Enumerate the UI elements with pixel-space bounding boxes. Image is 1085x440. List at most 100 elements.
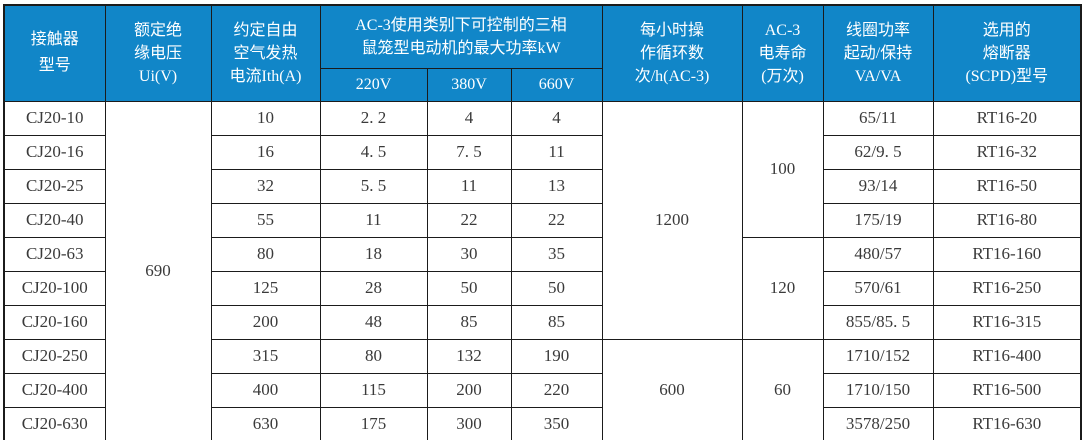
table-row: CJ20-250 315 80 132 190 600 60 1710/152 …	[3, 338, 1082, 440]
table-row: CJ20-40 55 11 22 22 175/19 RT16-80	[3, 202, 1082, 238]
model-cell: CJ20-400	[3, 372, 106, 408]
coil-cell: 1710/150	[822, 372, 934, 408]
header-thermal-current: 约定自由 空气发热 电流Ith(A)	[210, 4, 321, 102]
contactor-spec-table: 接触器 型号 额定绝 缘电压 Ui(V) 约定自由 空气发热 电流Ith(A) …	[3, 4, 1083, 440]
ith-cell: 630	[210, 406, 321, 440]
kw220-cell: 48	[319, 304, 428, 340]
model-cell: CJ20-250	[3, 338, 106, 374]
fuse-cell: RT16-315	[932, 304, 1082, 340]
fuse-cell: RT16-160	[932, 236, 1082, 272]
coil-cell: 175/19	[822, 202, 934, 238]
model-cell: CJ20-40	[3, 202, 106, 238]
header-operating-cycles: 每小时操 作循环数 次/h(AC-3)	[601, 4, 743, 102]
kw660-cell: 11	[510, 134, 603, 170]
header-electrical-life: AC-3 电寿命 (万次)	[741, 4, 824, 102]
kw380-cell: 22	[426, 202, 512, 238]
kw660-cell: 85	[510, 304, 603, 340]
kw220-cell: 5. 5	[319, 168, 428, 204]
model-cell: CJ20-63	[3, 236, 106, 272]
kw380-cell: 4	[426, 100, 512, 136]
coil-cell: 570/61	[822, 270, 934, 306]
header-rated-insulation-voltage: 额定绝 缘电压 Ui(V)	[104, 4, 212, 102]
ith-cell: 32	[210, 168, 321, 204]
kw380-cell: 132	[426, 338, 512, 374]
kw660-cell: 35	[510, 236, 603, 272]
header-fuse-type: 选用的 熔断器 (SCPD)型号	[932, 4, 1082, 102]
model-cell: CJ20-160	[3, 304, 106, 340]
life-merged-cell: 100	[741, 100, 824, 238]
ith-cell: 315	[210, 338, 321, 374]
kw660-cell: 50	[510, 270, 603, 306]
coil-cell: 1710/152	[822, 338, 934, 374]
fuse-cell: RT16-250	[932, 270, 1082, 306]
ui-merged-cell: 690	[104, 100, 212, 440]
kw220-cell: 4. 5	[319, 134, 428, 170]
model-cell: CJ20-25	[3, 168, 106, 204]
model-cell: CJ20-16	[3, 134, 106, 170]
table-row: CJ20-100 125 28 50 50 570/61 RT16-250	[3, 270, 1082, 306]
kw660-cell: 190	[510, 338, 603, 374]
fuse-cell: RT16-400	[932, 338, 1082, 374]
header-220v: 220V	[319, 67, 428, 102]
header-380v: 380V	[426, 67, 512, 102]
kw660-cell: 22	[510, 202, 603, 238]
table-row: CJ20-10 690 10 2. 2 4 4 1200 100 65/11 R…	[3, 100, 1082, 440]
table-row: CJ20-16 16 4. 5 7. 5 11 62/9. 5 RT16-32	[3, 134, 1082, 170]
ith-cell: 16	[210, 134, 321, 170]
table-row: CJ20-400 400 115 200 220 1710/150 RT16-5…	[3, 372, 1082, 408]
header-ac3-max-power-group: AC-3使用类别下可控制的三相 鼠笼型电动机的最大功率kW	[319, 4, 603, 69]
kw220-cell: 18	[319, 236, 428, 272]
kw220-cell: 80	[319, 338, 428, 374]
kw380-cell: 50	[426, 270, 512, 306]
kw220-cell: 115	[319, 372, 428, 408]
kw220-cell: 2. 2	[319, 100, 428, 136]
coil-cell: 62/9. 5	[822, 134, 934, 170]
ith-cell: 400	[210, 372, 321, 408]
table-row: CJ20-160 200 48 85 85 855/85. 5 RT16-315	[3, 304, 1082, 340]
kw660-cell: 350	[510, 406, 603, 440]
kw380-cell: 85	[426, 304, 512, 340]
kw380-cell: 30	[426, 236, 512, 272]
coil-cell: 3578/250	[822, 406, 934, 440]
coil-cell: 65/11	[822, 100, 934, 136]
ith-cell: 80	[210, 236, 321, 272]
ith-cell: 125	[210, 270, 321, 306]
header-contactor-model: 接触器 型号	[3, 4, 106, 102]
ith-cell: 10	[210, 100, 321, 136]
fuse-cell: RT16-500	[932, 372, 1082, 408]
ith-cell: 55	[210, 202, 321, 238]
cycles-merged-cell: 1200	[601, 100, 743, 340]
kw380-cell: 300	[426, 406, 512, 440]
life-merged-cell: 120	[741, 236, 824, 340]
kw220-cell: 11	[319, 202, 428, 238]
table-body: CJ20-10 690 10 2. 2 4 4 1200 100 65/11 R…	[3, 100, 1082, 440]
cycles-merged-cell: 600	[601, 338, 743, 440]
model-cell: CJ20-100	[3, 270, 106, 306]
fuse-cell: RT16-50	[932, 168, 1082, 204]
kw660-cell: 13	[510, 168, 603, 204]
fuse-cell: RT16-32	[932, 134, 1082, 170]
ith-cell: 200	[210, 304, 321, 340]
coil-cell: 480/57	[822, 236, 934, 272]
kw380-cell: 200	[426, 372, 512, 408]
kw660-cell: 220	[510, 372, 603, 408]
kw380-cell: 7. 5	[426, 134, 512, 170]
table-header: 接触器 型号 额定绝 缘电压 Ui(V) 约定自由 空气发热 电流Ith(A) …	[3, 4, 1082, 102]
fuse-cell: RT16-80	[932, 202, 1082, 238]
table-row: CJ20-630 630 175 300 350 3578/250 RT16-6…	[3, 406, 1082, 440]
header-coil-power: 线圈功率 起动/保持 VA/VA	[822, 4, 934, 102]
model-cell: CJ20-10	[3, 100, 106, 136]
life-merged-cell: 60	[741, 338, 824, 440]
coil-cell: 93/14	[822, 168, 934, 204]
fuse-cell: RT16-20	[932, 100, 1082, 136]
kw380-cell: 11	[426, 168, 512, 204]
table-row: CJ20-63 80 18 30 35 120 480/57 RT16-160	[3, 236, 1082, 340]
model-cell: CJ20-630	[3, 406, 106, 440]
kw220-cell: 28	[319, 270, 428, 306]
header-660v: 660V	[510, 67, 603, 102]
table-row: CJ20-25 32 5. 5 11 13 93/14 RT16-50	[3, 168, 1082, 204]
fuse-cell: RT16-630	[932, 406, 1082, 440]
coil-cell: 855/85. 5	[822, 304, 934, 340]
kw220-cell: 175	[319, 406, 428, 440]
kw660-cell: 4	[510, 100, 603, 136]
